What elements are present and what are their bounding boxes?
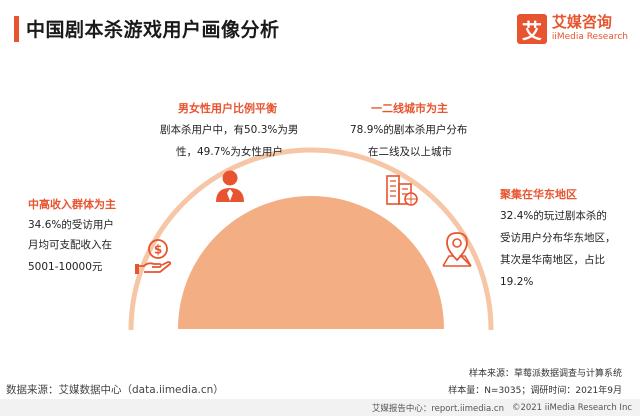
buildings-icon (386, 175, 418, 206)
income-text-line3: 5001-10000元 (28, 261, 103, 273)
data-source: 数据来源：艾媒数据中心（data.iimedia.cn） (6, 384, 224, 396)
brand-logo: 艾 艾媒咨询 iiMedia Research (516, 13, 628, 44)
region-heading: 聚集在华东地区 (500, 188, 577, 201)
svg-text:$: $ (154, 243, 162, 257)
income-text-line2: 月均可支配收入在 (28, 239, 112, 251)
title-accent-bar (14, 16, 19, 42)
city-text-line2: 在二线及以上城市 (368, 146, 452, 158)
footer-copyright: ©2021 iiMedia Research Inc (511, 402, 632, 413)
income-heading: 中高收入群体为主 (28, 198, 116, 211)
user-icon (216, 170, 244, 202)
footer-report-link[interactable]: 艾媒报告中心：report.iimedia.cn (371, 403, 504, 414)
gender-heading: 男女性用户比例平衡 (178, 102, 277, 115)
gender-text-line1: 剧本杀用户中，有50.3%为男 (160, 124, 299, 136)
sample-source: 样本来源：草莓派数据调查与计算系统 (468, 369, 622, 379)
city-heading: 一二线城市为主 (371, 102, 448, 115)
logo-name-cn: 艾媒咨询 (551, 13, 612, 31)
page-title: 中国剧本杀游戏用户画像分析 (26, 19, 280, 41)
region-text-line2: 受访用户分布华东地区， (500, 232, 616, 244)
region-text-line3: 其次是华南地区，占比 (500, 254, 605, 266)
region-text-line4: 19.2% (500, 276, 534, 288)
map-pin-icon (442, 232, 472, 267)
money-hand-icon: $ (135, 239, 172, 274)
region-text-line1: 32.4%的玩过剧本杀的 (500, 210, 607, 222)
sample-size: 样本量：N=3035；调研时间：2021年9月 (448, 386, 622, 396)
logo-mark: 艾 (516, 14, 547, 44)
footer-bar: 艾媒报告中心：report.iimedia.cn ©2021 iiMedia R… (0, 399, 640, 416)
gender-text-line2: 性，49.7%为女性用户 (176, 146, 283, 158)
city-text-line1: 78.9%的剧本杀用户分布 (350, 124, 468, 136)
income-text-line1: 34.6%的受访用户 (28, 219, 114, 231)
logo-name-en: iiMedia Research (551, 32, 628, 42)
